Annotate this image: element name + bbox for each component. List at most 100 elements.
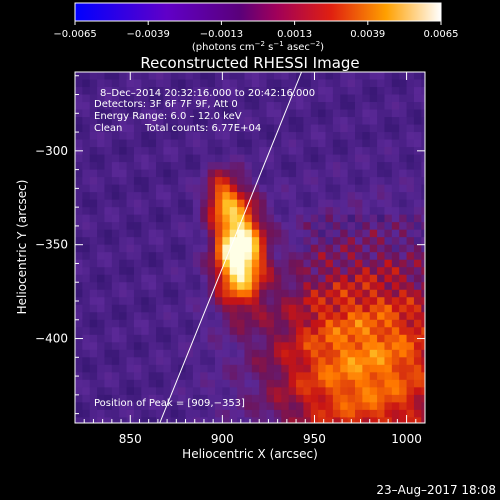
heatmap-pixel — [318, 214, 327, 223]
heatmap-pixel — [384, 259, 393, 268]
heatmap-pixel — [75, 289, 83, 298]
heatmap-pixel — [133, 417, 142, 423]
heatmap-pixel — [148, 319, 157, 328]
heatmap-pixel — [82, 349, 91, 358]
heatmap-pixel — [332, 109, 341, 118]
heatmap-pixel — [362, 252, 371, 261]
heatmap-pixel — [369, 109, 378, 118]
heatmap-pixel — [266, 184, 275, 193]
heatmap-pixel — [215, 132, 223, 141]
heatmap-pixel — [215, 207, 223, 216]
heatmap-pixel — [133, 237, 142, 246]
heatmap-pixel — [332, 402, 341, 411]
heatmap-pixel — [222, 372, 231, 381]
heatmap-pixel — [406, 252, 415, 261]
heatmap-pixel — [303, 94, 312, 103]
heatmap-pixel — [399, 417, 408, 423]
heatmap-pixel — [384, 154, 393, 163]
heatmap-pixel — [148, 102, 157, 111]
heatmap-pixel — [303, 372, 312, 381]
heatmap-pixel — [148, 297, 157, 306]
heatmap-pixel — [377, 132, 385, 141]
heatmap-pixel — [251, 282, 260, 291]
heatmap-pixel — [82, 282, 91, 291]
heatmap-pixel — [141, 94, 150, 103]
heatmap-pixel — [148, 259, 157, 268]
heatmap-pixel — [421, 289, 425, 298]
heatmap-pixel — [391, 222, 400, 231]
heatmap-pixel — [340, 102, 349, 111]
heatmap-pixel — [237, 184, 245, 193]
heatmap-pixel — [384, 342, 393, 351]
heatmap-pixel — [421, 304, 425, 313]
heatmap-pixel — [369, 289, 378, 298]
heatmap-pixel — [288, 102, 297, 111]
heatmap-pixel — [355, 334, 363, 343]
heatmap-pixel — [148, 402, 157, 411]
heatmap-pixel — [119, 387, 128, 396]
heatmap-pixel — [273, 102, 282, 111]
heatmap-pixel — [75, 394, 83, 403]
heatmap-pixel — [192, 372, 201, 381]
heatmap-pixel — [266, 94, 275, 103]
heatmap-pixel — [347, 147, 356, 156]
heatmap-pixel — [244, 379, 253, 388]
heatmap-pixel — [399, 139, 408, 148]
heatmap-pixel — [355, 139, 363, 148]
heatmap-pixel — [310, 109, 319, 118]
heatmap-pixel — [413, 417, 422, 423]
heatmap-pixel — [251, 139, 260, 148]
heatmap-pixel — [259, 297, 268, 306]
heatmap-pixel — [192, 177, 201, 186]
heatmap-pixel — [207, 139, 216, 148]
heatmap-pixel — [89, 87, 98, 96]
heatmap-pixel — [133, 267, 142, 276]
heatmap-pixel — [273, 379, 282, 388]
heatmap-pixel — [421, 282, 425, 291]
heatmap-pixel — [369, 94, 378, 103]
heatmap-pixel — [369, 237, 378, 246]
colorbar — [74, 2, 442, 22]
heatmap-pixel — [325, 207, 334, 216]
heatmap-pixel — [111, 214, 120, 223]
heatmap-pixel — [222, 289, 231, 298]
heatmap-pixel — [251, 417, 260, 423]
heatmap-pixel — [421, 192, 425, 201]
heatmap-pixel — [192, 94, 201, 103]
heatmap-pixel — [347, 274, 356, 283]
x-tick-label: 1000 — [391, 432, 422, 446]
heatmap-pixel — [251, 297, 260, 306]
heatmap-pixel — [170, 154, 179, 163]
heatmap-pixel — [362, 312, 371, 321]
heatmap-pixel — [148, 72, 157, 81]
heatmap-pixel — [185, 334, 194, 343]
heatmap-pixel — [281, 117, 290, 126]
heatmap-pixel — [82, 259, 91, 268]
heatmap-pixel — [163, 207, 172, 216]
heatmap-pixel — [237, 274, 245, 283]
heatmap-pixel — [97, 259, 105, 268]
heatmap-pixel — [119, 297, 128, 306]
heatmap-pixel — [82, 304, 91, 313]
heatmap-pixel — [310, 327, 319, 336]
heatmap-pixel — [163, 349, 172, 358]
heatmap-pixel — [119, 192, 128, 201]
heatmap-pixel — [89, 139, 98, 148]
heatmap-pixel — [97, 199, 105, 208]
heatmap-pixel — [362, 274, 371, 283]
heatmap-pixel — [200, 117, 209, 126]
heatmap-pixel — [399, 154, 408, 163]
heatmap-pixel — [325, 87, 334, 96]
heatmap-pixel — [200, 79, 209, 88]
heatmap-pixel — [133, 394, 142, 403]
heatmap-pixel — [318, 297, 327, 306]
heatmap-pixel — [288, 409, 297, 418]
colorbar-tick-label: 0.0039 — [350, 29, 385, 40]
heatmap-pixel — [413, 364, 422, 373]
heatmap-pixel — [178, 72, 187, 81]
heatmap-pixel — [259, 214, 268, 223]
heatmap-pixel — [318, 409, 327, 418]
heatmap-pixel — [104, 214, 113, 223]
heatmap-pixel — [244, 207, 253, 216]
heatmap-pixel — [325, 342, 334, 351]
